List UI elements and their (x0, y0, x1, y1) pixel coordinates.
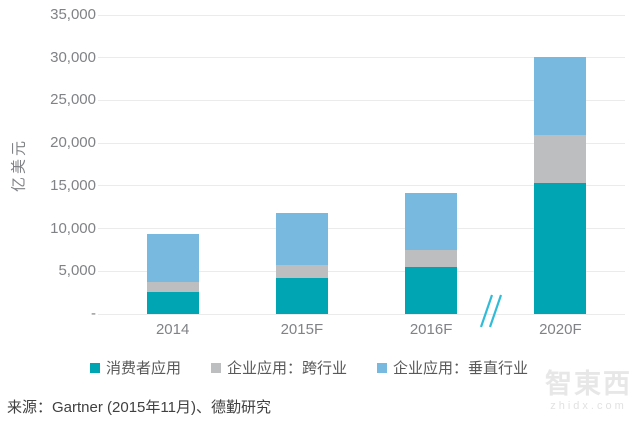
watermark: 智東西 zhidx.com (545, 371, 632, 412)
bar-segment (405, 193, 458, 251)
gridline (98, 14, 625, 16)
gridline (98, 57, 625, 59)
bar-segment (534, 134, 587, 183)
legend-swatch (90, 362, 100, 373)
gridline (98, 142, 625, 144)
gridline (98, 270, 625, 272)
watermark-domain: zhidx.com (550, 400, 627, 412)
legend-item-enterprise-vertical-industry: 企业应用：垂直行业 (377, 357, 528, 378)
y-tick-label: 15,000 (50, 176, 96, 194)
legend-swatch (211, 362, 222, 373)
gridline (98, 99, 625, 101)
gridline (98, 313, 625, 315)
legend-item-consumer: 消费者应用 (90, 357, 181, 378)
bar-segment (534, 182, 587, 314)
bar-segment (275, 212, 328, 266)
bar-segment (534, 56, 587, 135)
x-tick-label: 2015F (280, 321, 324, 338)
bar-segment (146, 292, 199, 314)
gridline (98, 185, 625, 187)
bar-segment (146, 282, 199, 293)
bar-segment (146, 233, 199, 283)
axis-break-icon (479, 294, 503, 328)
bar-segment (405, 267, 458, 314)
y-tick-label: 5,000 (58, 262, 96, 280)
y-tick-label: 30,000 (50, 48, 96, 66)
legend-label: 企业应用：垂直行业 (393, 360, 529, 377)
gridline (98, 228, 625, 230)
y-tick-label: 20,000 (50, 134, 96, 152)
x-tick-label: 2016F (409, 321, 453, 338)
y-tick-label: - (91, 305, 96, 322)
watermark-logo: 智東西 (545, 369, 632, 399)
plot-area: 2014 2015F 2016F 2020F (98, 14, 625, 338)
legend-item-enterprise-cross-industry: 企业应用：跨行业 (211, 357, 347, 378)
bar-segment (275, 278, 328, 314)
legend-swatch (377, 362, 388, 373)
bar-segment (405, 250, 458, 268)
y-tick-label: 35,000 (50, 6, 96, 23)
x-tick-label: 2014 (155, 321, 190, 338)
y-tick-label: 25,000 (50, 91, 96, 109)
legend-label: 企业应用：跨行业 (227, 360, 348, 377)
y-tick-label: 10,000 (50, 219, 96, 237)
x-tick-label: 2020F (539, 321, 582, 338)
legend: 消费者应用 企业应用：跨行业 企业应用：垂直行业 (90, 357, 528, 378)
bar-segment (275, 265, 328, 279)
legend-label: 消费者应用 (106, 360, 182, 377)
source-note: 来源：Gartner (2015年11月)、德勤研究 (7, 399, 271, 416)
